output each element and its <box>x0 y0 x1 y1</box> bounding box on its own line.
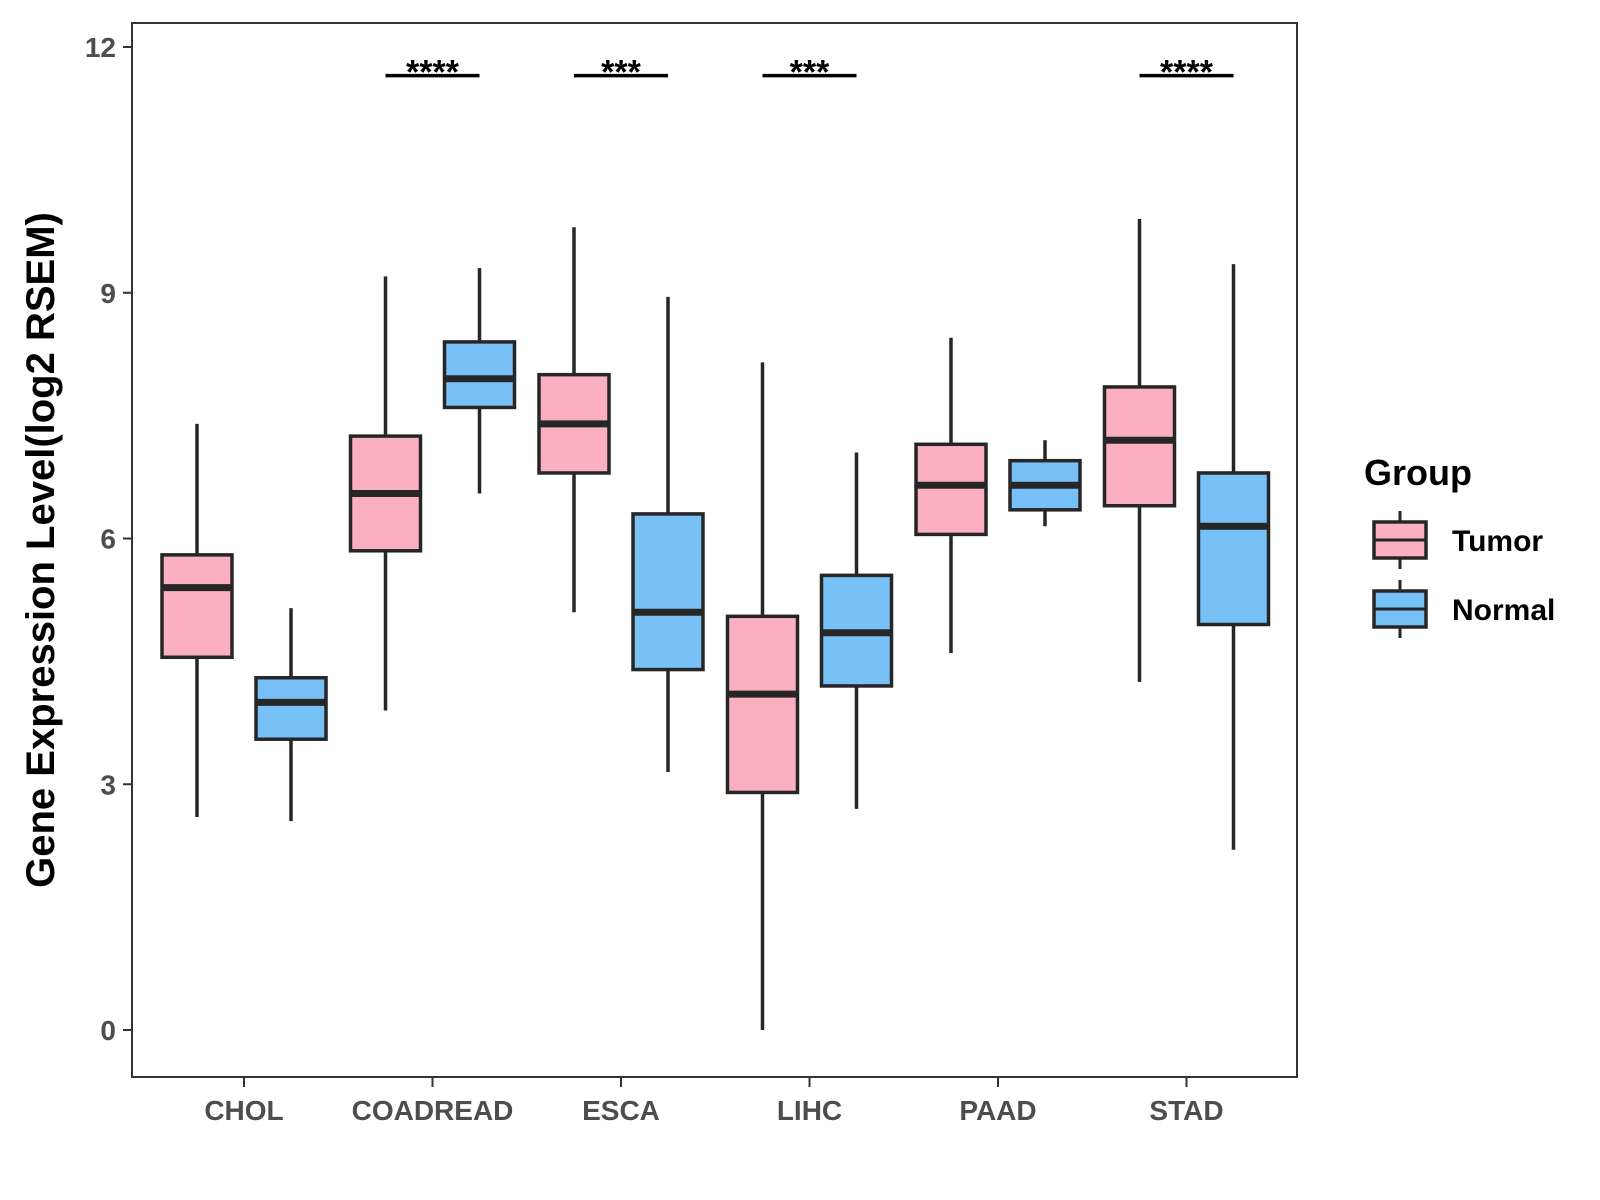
box-tumor-lihc <box>725 362 800 1030</box>
legend: Group Tumor Normal <box>1364 452 1555 638</box>
box-tumor-coadread <box>348 276 423 711</box>
y-tick-label: 6 <box>100 524 116 555</box>
y-axis-title: Gene Expression Level(log2 RSEM) <box>19 212 63 888</box>
significance-annotations: **** *** *** **** <box>385 54 1234 92</box>
y-tick-label: 12 <box>85 32 116 63</box>
x-tick-label: STAD <box>1149 1095 1223 1126</box>
box-normal-esca <box>631 296 705 772</box>
y-axis: 0 3 6 9 12 <box>85 32 132 1046</box>
legend-title: Group <box>1364 452 1472 493</box>
x-tick-label: LIHC <box>777 1095 842 1126</box>
x-tick-label: CHOL <box>204 1095 283 1126</box>
boxplot-marks <box>160 219 1271 1030</box>
significance-label: **** <box>406 54 460 92</box>
box-normal-lihc <box>819 452 894 809</box>
x-tick-label: COADREAD <box>352 1095 514 1126</box>
y-tick-label: 0 <box>100 1015 116 1046</box>
box-body <box>631 512 705 672</box>
box-tumor-esca <box>537 227 611 613</box>
box-normal-stad <box>1196 264 1271 850</box>
box-body <box>254 676 328 741</box>
legend-item-normal: Normal <box>1372 580 1555 638</box>
box-normal-coadread <box>442 268 517 494</box>
box-body <box>725 614 800 795</box>
significance-label: *** <box>790 54 830 92</box>
legend-item-tumor: Tumor <box>1372 511 1543 569</box>
x-axis: CHOL COADREAD ESCA LIHC PAAD STAD <box>204 1077 1224 1126</box>
box-tumor-stad <box>1102 219 1177 682</box>
x-tick-label: ESCA <box>582 1095 660 1126</box>
legend-item-label: Normal <box>1452 594 1555 627</box>
box-body <box>442 340 517 410</box>
box-tumor-paad <box>914 337 988 654</box>
y-tick-label: 3 <box>100 769 116 800</box>
significance-label: *** <box>601 54 641 92</box>
box-tumor-chol <box>160 423 234 818</box>
box-body <box>914 442 988 537</box>
box-body <box>1196 471 1271 627</box>
box-body <box>160 553 234 660</box>
y-tick-label: 9 <box>100 278 116 309</box>
box-normal-paad <box>1008 440 1082 527</box>
x-tick-label: PAAD <box>959 1095 1036 1126</box>
box-normal-chol <box>254 608 328 822</box>
significance-label: **** <box>1160 54 1214 92</box>
box-body <box>1102 385 1177 508</box>
panel-border <box>131 22 1298 1078</box>
legend-item-label: Tumor <box>1452 525 1543 558</box>
